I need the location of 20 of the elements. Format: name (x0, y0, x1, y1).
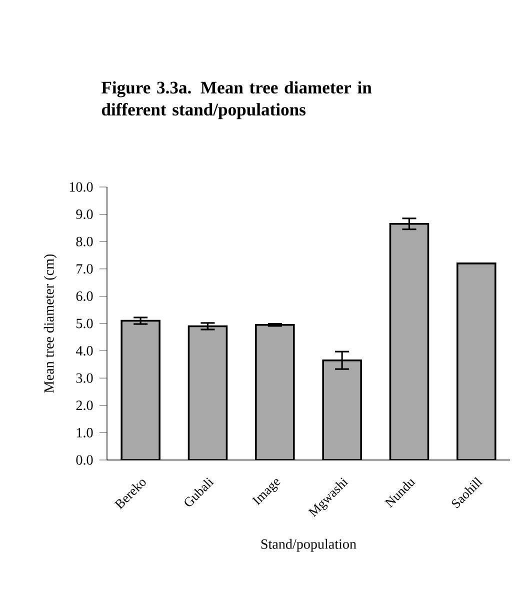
bar (389, 222, 430, 460)
y-tick-label: 4.0 (76, 346, 93, 356)
bar (456, 262, 496, 460)
y-tick-label: 10.0 (70, 182, 93, 192)
bar (188, 325, 228, 460)
bar (322, 359, 362, 460)
y-tick-label: 5.0 (76, 318, 93, 328)
y-tick-label: 9.0 (76, 210, 93, 220)
y-tick-label: 3.0 (76, 373, 93, 383)
y-tick-label: 2.0 (76, 400, 93, 410)
chart-title: Figure 3.3a. Mean tree diameter in different stand/populations (102, 81, 372, 120)
x-axis-title: Stand/population (261, 538, 356, 552)
bar (120, 320, 160, 460)
y-tick-label: 0.0 (76, 455, 93, 465)
bar (255, 324, 295, 460)
y-tick-label: 6.0 (76, 291, 93, 301)
y-tick-label: 7.0 (76, 264, 93, 274)
y-tick-label: 1.0 (76, 428, 93, 438)
y-axis-title: Mean tree diameter (cm) (44, 254, 57, 393)
y-tick-label: 8.0 (76, 236, 93, 246)
